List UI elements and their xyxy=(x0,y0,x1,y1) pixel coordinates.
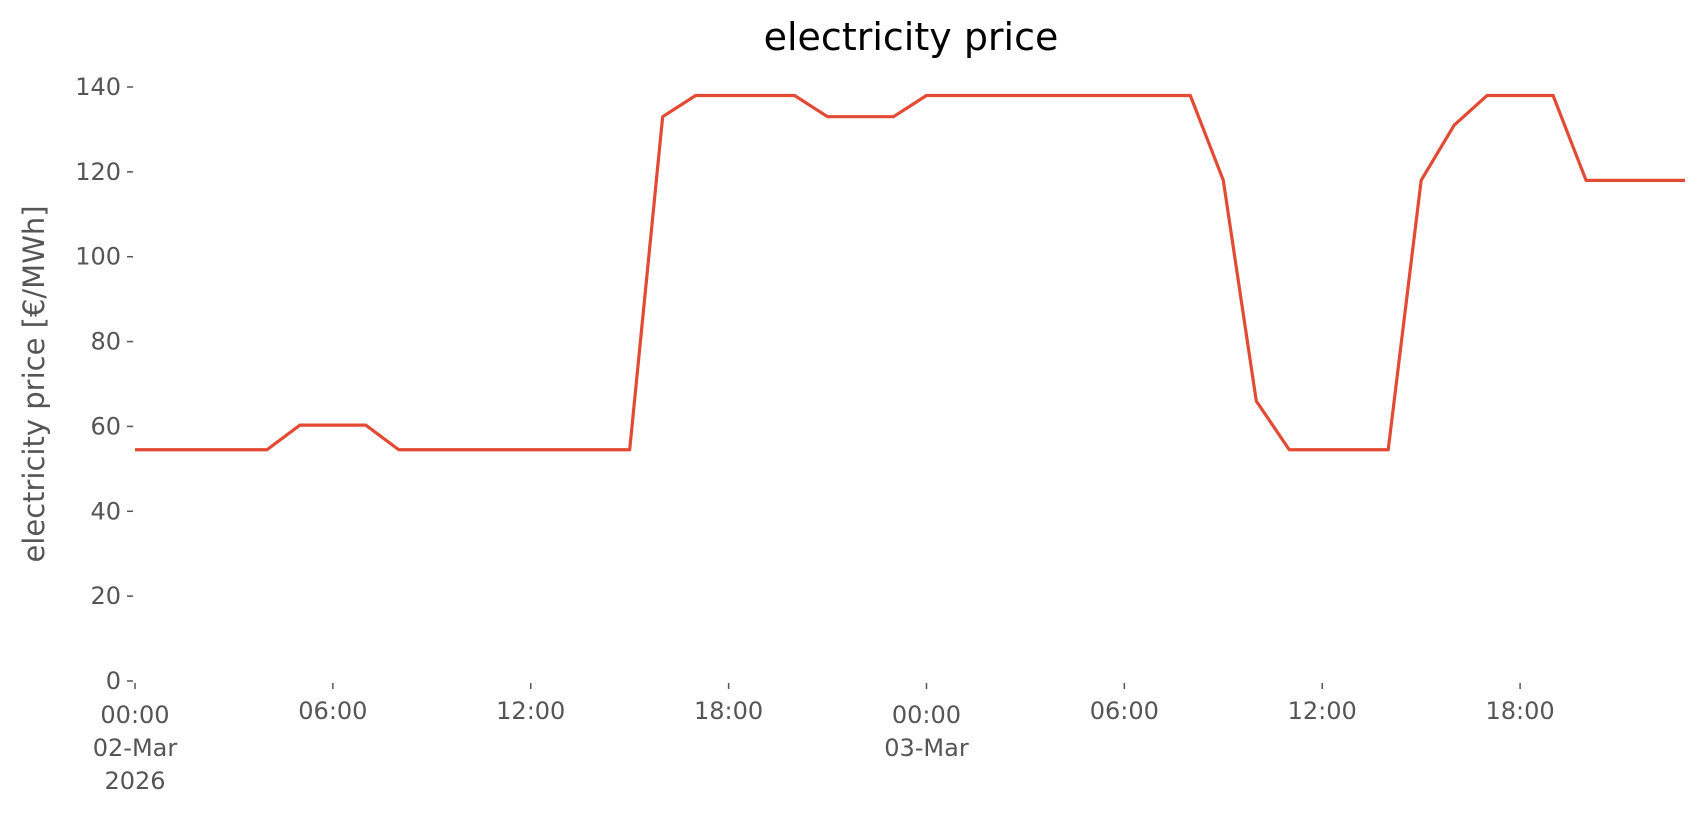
x-tick-label: 00:00 02-Mar 2026 xyxy=(93,701,178,795)
chart-title: electricity price xyxy=(764,15,1059,59)
x-tick-label: 12:00 xyxy=(1288,697,1357,725)
line-series xyxy=(135,93,1685,452)
y-tick-label: 100 xyxy=(75,243,121,271)
y-tick-label: 120 xyxy=(75,158,121,186)
y-axis-label: electricity price [€/MWh] xyxy=(17,205,51,562)
y-tick-label: 80 xyxy=(90,328,121,356)
x-tick-label: 18:00 xyxy=(694,697,763,725)
x-tick-label: 06:00 xyxy=(1090,697,1159,725)
x-tick-label: 12:00 xyxy=(496,697,565,725)
y-tick-label: 20 xyxy=(90,582,121,610)
x-tick-label: 06:00 xyxy=(298,697,367,725)
y-tick-label: 40 xyxy=(90,497,121,525)
y-tick-label: 60 xyxy=(90,412,121,440)
y-tick-label: 0 xyxy=(106,667,121,695)
y-tick-label: 140 xyxy=(75,73,121,101)
x-tick-label: 00:00 03-Mar xyxy=(884,701,969,762)
x-tick-label: 18:00 xyxy=(1486,697,1555,725)
